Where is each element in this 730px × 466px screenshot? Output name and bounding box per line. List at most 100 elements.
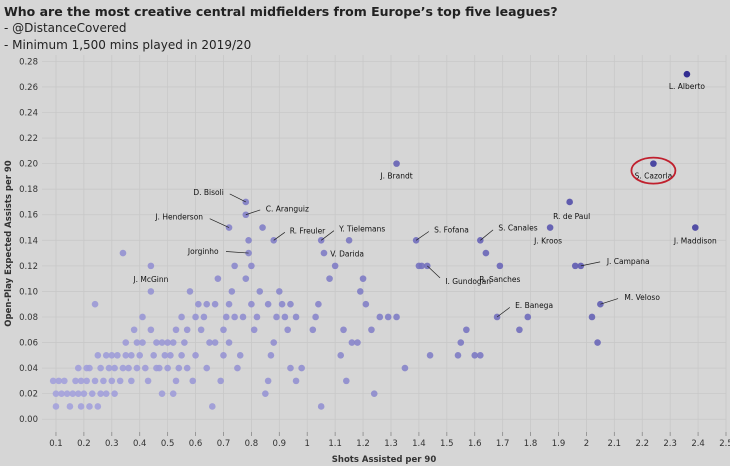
y-tick-label: 0.10 [19,287,38,297]
data-point [284,326,291,334]
label-leader [229,193,246,203]
data-point [239,313,247,321]
label-leader [320,230,335,241]
data-point [97,390,104,397]
x-tick-label: 1.6 [468,439,482,449]
data-point [183,364,191,372]
data-point [186,288,194,295]
x-tick-label: 1.2 [356,439,370,449]
data-point [477,352,484,359]
point-label: S. Canales [498,223,537,232]
y-axis: 0.00 0.02 0.04 0.06 0.08 0.10 0.12 0.14 0.16 0.18… [19,57,38,425]
data-point [164,364,171,372]
data-point [100,377,107,385]
data-point [256,288,264,295]
data-point [457,339,465,346]
data-point [209,403,216,410]
data-point [83,377,90,385]
data-point [147,288,155,295]
x-tick-label: 1.4 [412,439,426,449]
data-point [83,364,90,372]
data-point [139,313,146,321]
y-tick-label: 0.06 [19,339,38,349]
data-point [197,326,205,334]
data-point [292,377,300,385]
y-tick-label: 0.28 [19,57,38,67]
point-label: J. Kroos [533,237,562,246]
data-point [362,300,370,308]
x-tick-label: 2 [584,439,589,449]
data-point [250,326,258,334]
data-point [153,339,160,346]
x-tick-label: 1.3 [384,439,398,449]
data-point [270,339,278,346]
point-label: Y. Tielemans [338,224,385,233]
y-tick-label: 0.14 [19,236,38,246]
chart-title: Who are the most creative central midfie… [4,4,558,19]
data-point [264,300,272,308]
data-point [52,403,60,410]
data-point [343,377,350,385]
data-point [88,390,96,397]
data-point [691,224,699,231]
data-point [359,275,367,282]
data-point [158,390,166,397]
x-tick-label: 0.6 [189,439,203,449]
data-point [393,313,400,321]
y-tick-label: 0.24 [19,109,38,119]
data-point [80,390,88,397]
data-point [108,352,116,359]
data-point [326,275,333,282]
x-tick-label: 2.1 [608,439,622,449]
data-point [597,300,604,308]
data-point [153,364,160,372]
data-point [354,339,361,346]
x-tick-label: 1 [305,439,310,449]
data-point [55,377,63,385]
data-point [228,288,236,295]
data-point [97,364,104,372]
data-point [220,326,227,334]
data-point [231,313,238,321]
data-point [248,262,255,270]
label-leader [245,209,261,216]
grid-lines [42,55,727,432]
data-point [206,339,213,346]
data-point [454,352,462,359]
y-axis-title: Open-Play Expected Assists per 90 [4,160,14,326]
data-point [348,339,356,346]
data-point [281,313,289,321]
x-tick-label: 1.5 [440,439,454,449]
data-point [496,262,504,270]
point-label: I. Gundogan [445,277,491,286]
data-point [273,313,280,321]
x-tick-label: 2.5 [719,439,730,449]
y-tick-label: 0.12 [19,262,38,272]
x-tick-label: 2.4 [691,439,705,449]
data-point [200,313,208,321]
data-point [66,403,74,410]
x-tick-label: 2.2 [635,439,649,449]
point-label: J. McGinn [132,275,168,284]
data-point [91,300,99,308]
data-point [86,403,93,410]
data-point [222,313,230,321]
data-point [141,364,149,372]
data-point [650,160,657,167]
label-leader [209,218,230,228]
point-label: S. Fofana [434,225,469,234]
point-label: J. Campana [606,257,650,266]
point-label: R. Freuler [290,226,326,235]
data-point [178,313,185,321]
label-leader [480,229,494,241]
data-point [214,275,222,282]
data-point [253,313,261,321]
chart-subtitle-author: - @DistanceCovered [4,21,127,35]
data-point [164,339,171,346]
point-label: R. Sanches [479,275,520,284]
data-point [340,326,347,334]
data-point [139,339,146,346]
data-point [482,249,490,257]
data-point [370,390,378,397]
data-point [546,224,554,231]
